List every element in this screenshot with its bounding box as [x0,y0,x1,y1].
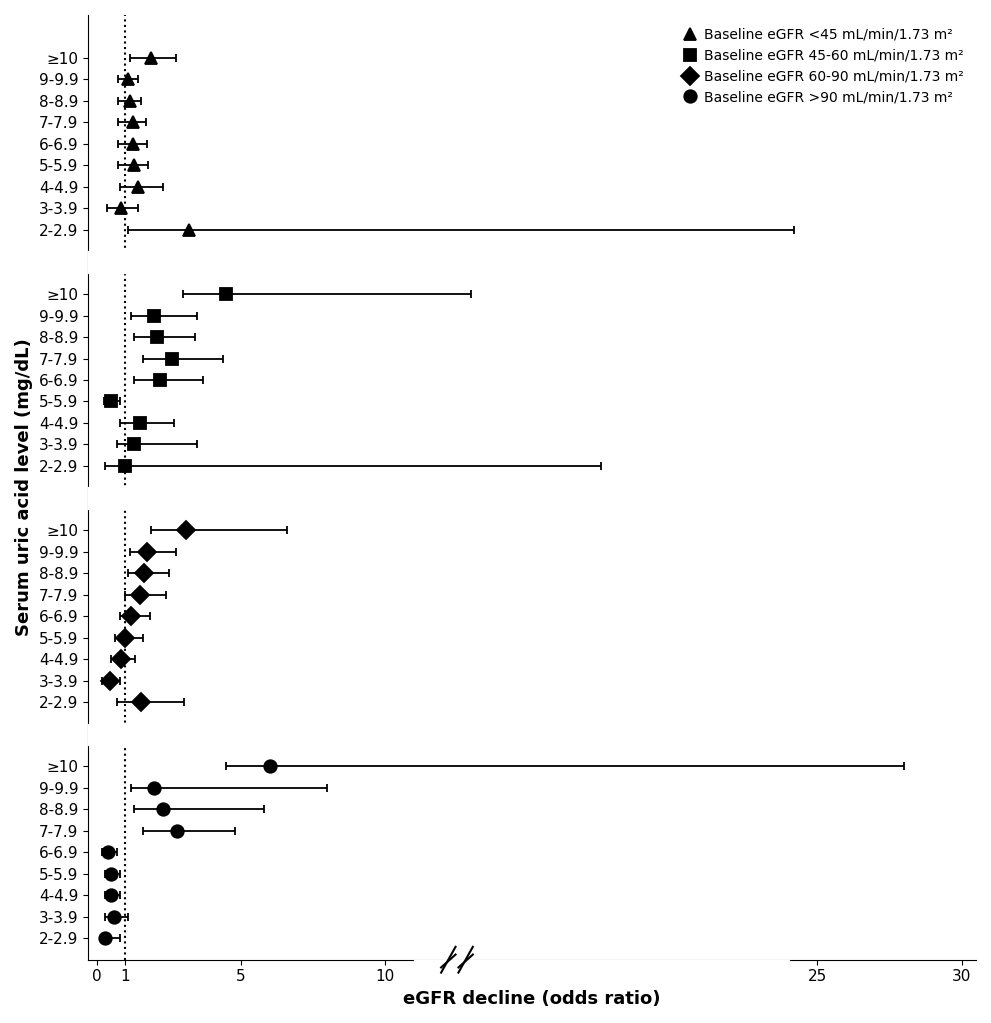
Bar [88,252,976,273]
Y-axis label: Serum uric acid level (mg/dL): Serum uric acid level (mg/dL) [15,339,33,636]
Legend: Baseline eGFR <45 mL/min/1.73 m², Baseline eGFR 45-60 mL/min/1.73 m², Baseline e: Baseline eGFR <45 mL/min/1.73 m², Baseli… [678,21,969,109]
X-axis label: eGFR decline (odds ratio): eGFR decline (odds ratio) [403,990,661,1008]
Bar [88,487,976,508]
Bar [413,960,789,969]
Bar [88,723,976,745]
